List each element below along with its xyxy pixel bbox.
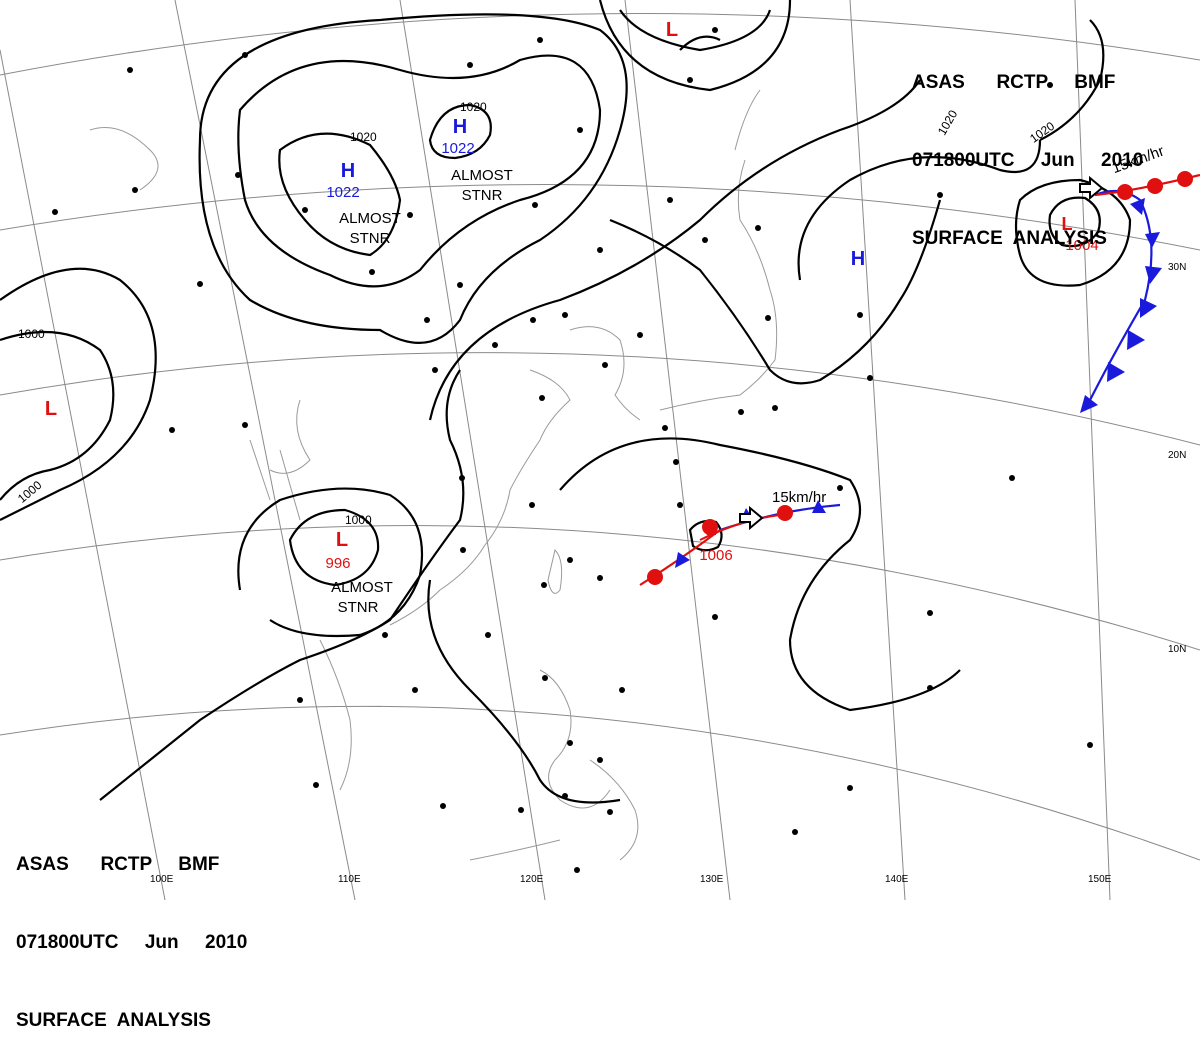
longitude-label: 120E — [520, 874, 544, 885]
longitude-label: 130E — [700, 874, 724, 885]
longitude-label: 110E — [338, 874, 361, 885]
title-line-2: 071800UTC Jun 2010 — [16, 932, 248, 953]
isobar-label: 1000 — [18, 327, 45, 341]
high-note: ALMOST — [451, 167, 513, 184]
coastlines — [89, 89, 778, 861]
latitude-lines — [0, 13, 1200, 861]
pressure-centers: H 1022 ALMOST STNR H 1022 ALMOST STNR H … — [45, 19, 1099, 616]
latitude-label: 20N — [1168, 450, 1186, 461]
low-note: ALMOST — [331, 579, 393, 596]
high-note: ALMOST — [339, 210, 401, 227]
high-note2: STNR — [350, 230, 391, 247]
latitude-label: 10N — [1168, 644, 1186, 655]
latitude-label: 30N — [1168, 262, 1186, 273]
map-title-top: ASAS RCTP BMF 071800UTC Jun 2010 SURFACE… — [912, 18, 1143, 278]
low-symbol: L — [45, 398, 57, 420]
weather-map: H 1022 ALMOST STNR H 1022 ALMOST STNR H … — [0, 0, 1200, 900]
isobar-label: 1020 — [350, 130, 377, 144]
longitude-lines — [0, 0, 1111, 900]
isobars — [0, 0, 1132, 804]
title-line-3: SURFACE ANALYSIS — [912, 228, 1107, 249]
longitude-label: 140E — [885, 874, 909, 885]
high-symbol: H — [341, 160, 355, 182]
low-symbol: L — [336, 529, 348, 551]
title-line-3: SURFACE ANALYSIS — [16, 1010, 211, 1031]
longitude-label: 150E — [1088, 874, 1112, 885]
high-symbol: H — [851, 248, 865, 270]
motion-arrows — [739, 175, 1104, 531]
motion-label: 15km/hr — [772, 489, 826, 506]
low-value: 1004 — [1065, 237, 1098, 254]
high-symbol: H — [453, 116, 467, 138]
low-symbol: L — [706, 519, 717, 539]
isobar-label: 1000 — [345, 513, 372, 527]
graticule-labels: 100E 110E 120E 130E 140E 150E 30N 20N 10… — [150, 262, 1186, 885]
title-line-1: ASAS RCTP BMF — [912, 72, 1116, 93]
low-value: 1006 — [699, 547, 732, 564]
low-symbol: L — [666, 19, 678, 41]
high-value: 1022 — [326, 184, 359, 201]
low-value: 996 — [325, 555, 350, 572]
title-line-1: ASAS RCTP BMF — [16, 854, 220, 875]
station-plots — [52, 27, 1093, 873]
isobar-label: 1020 — [460, 100, 487, 114]
map-title-bottom: ASAS RCTP BMF 071800UTC Jun 2010 SURFACE… — [16, 800, 247, 1060]
title-line-2: 071800UTC Jun 2010 — [912, 150, 1144, 171]
longitude-label: 100E — [150, 874, 174, 885]
cold-front-east — [1080, 189, 1162, 413]
high-note2: STNR — [462, 187, 503, 204]
low-note2: STNR — [338, 599, 379, 616]
low-symbol: L — [1062, 214, 1073, 234]
high-value: 1022 — [441, 140, 474, 157]
warm-front-east — [1094, 171, 1200, 200]
